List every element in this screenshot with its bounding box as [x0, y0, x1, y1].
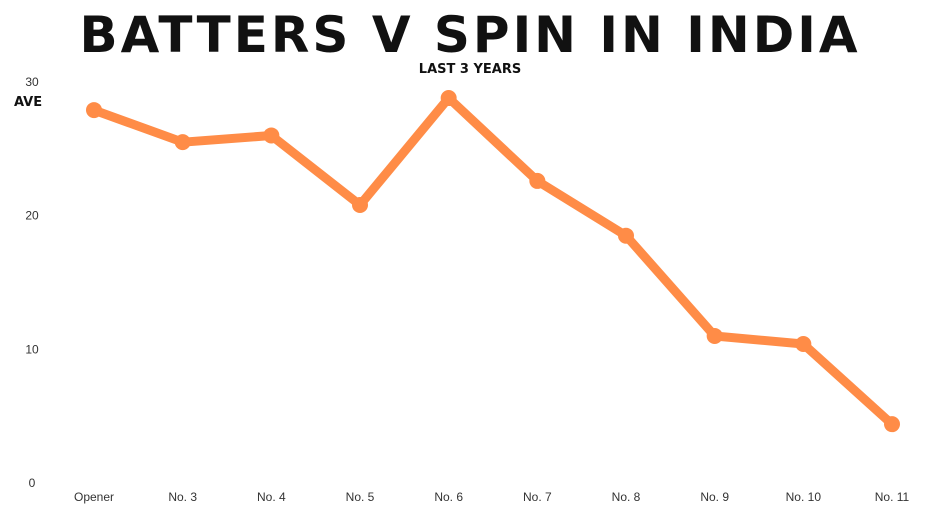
data-point: [86, 102, 102, 119]
x-tick-label: Opener: [74, 490, 114, 504]
x-tick-label: No. 9: [700, 490, 729, 504]
data-point: [440, 90, 457, 107]
x-tick-label: No. 8: [612, 490, 641, 504]
data-point: [263, 127, 280, 144]
data-point: [529, 172, 546, 189]
series-layer: [86, 90, 900, 433]
data-point: [884, 416, 900, 433]
x-tick-label: No. 6: [434, 490, 463, 504]
y-tick-label: 0: [29, 476, 36, 490]
x-tick-label: No. 11: [875, 490, 910, 504]
data-point: [618, 227, 634, 244]
y-axis-label: AVE: [14, 95, 42, 110]
chart-subtitle: LAST 3 YEARS: [419, 62, 521, 77]
x-tick-label: No. 4: [257, 490, 286, 504]
y-tick-label: 30: [25, 75, 39, 89]
data-point: [174, 134, 191, 151]
y-tick-label: 10: [25, 342, 39, 356]
x-axis-ticks: Opener No. 3 No. 4 No. 5 No. 6 No. 7 No. 8 No. …: [74, 490, 910, 504]
y-tick-label: 20: [25, 209, 39, 223]
data-point: [352, 196, 368, 213]
chart-title: BATTERS V SPIN IN INDIA: [79, 6, 860, 64]
y-axis-ticks: 0 10 20 30: [25, 75, 39, 490]
x-tick-label: No. 5: [346, 490, 375, 504]
x-tick-label: No. 10: [786, 490, 822, 504]
data-point: [706, 327, 723, 344]
x-tick-label: No. 3: [168, 490, 197, 504]
x-tick-label: No. 7: [523, 490, 552, 504]
series-line: [89, 93, 897, 429]
data-point: [795, 335, 812, 352]
